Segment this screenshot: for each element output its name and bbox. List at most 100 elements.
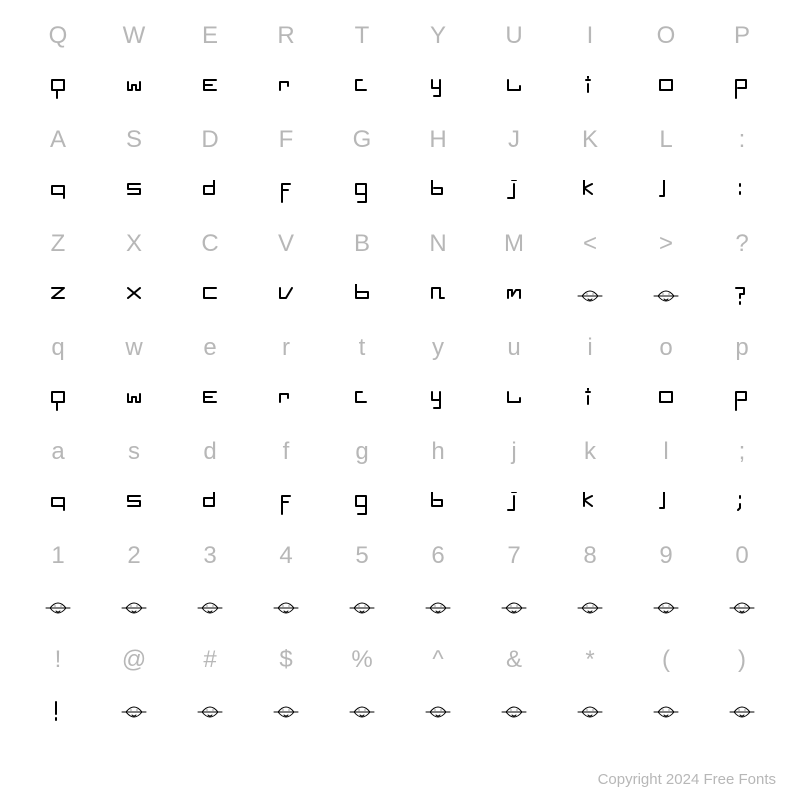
placeholder-face-glyph <box>172 686 248 738</box>
reference-char: f <box>248 426 324 478</box>
reference-char: L <box>628 114 704 166</box>
font-glyph <box>628 62 704 114</box>
placeholder-face-glyph <box>248 582 324 634</box>
reference-char: 7 <box>476 530 552 582</box>
font-glyph <box>704 270 780 322</box>
font-glyph <box>400 62 476 114</box>
placeholder-face-glyph <box>96 582 172 634</box>
font-glyph <box>324 166 400 218</box>
font-glyph <box>476 62 552 114</box>
placeholder-face-glyph <box>248 686 324 738</box>
reference-char: > <box>628 218 704 270</box>
reference-char: k <box>552 426 628 478</box>
reference-char: 5 <box>324 530 400 582</box>
reference-char: < <box>552 218 628 270</box>
reference-char: t <box>324 322 400 374</box>
font-glyph <box>20 374 96 426</box>
reference-char: q <box>20 322 96 374</box>
placeholder-face-glyph <box>324 686 400 738</box>
reference-char: B <box>324 218 400 270</box>
reference-char: V <box>248 218 324 270</box>
reference-char: l <box>628 426 704 478</box>
font-glyph <box>248 270 324 322</box>
font-glyph <box>400 374 476 426</box>
font-glyph <box>552 478 628 530</box>
font-glyph <box>248 374 324 426</box>
placeholder-face-glyph <box>324 582 400 634</box>
reference-char: u <box>476 322 552 374</box>
reference-char: s <box>96 426 172 478</box>
font-glyph <box>628 374 704 426</box>
reference-char: y <box>400 322 476 374</box>
font-glyph <box>476 166 552 218</box>
placeholder-face-glyph <box>704 686 780 738</box>
reference-char: o <box>628 322 704 374</box>
reference-char: w <box>96 322 172 374</box>
reference-char: Z <box>20 218 96 270</box>
font-glyph <box>704 478 780 530</box>
font-glyph <box>324 478 400 530</box>
reference-char: T <box>324 10 400 62</box>
placeholder-face-glyph <box>704 582 780 634</box>
reference-char: r <box>248 322 324 374</box>
reference-char: 6 <box>400 530 476 582</box>
reference-char: g <box>324 426 400 478</box>
reference-char: P <box>704 10 780 62</box>
placeholder-face-glyph <box>552 686 628 738</box>
font-glyph <box>324 374 400 426</box>
reference-char: H <box>400 114 476 166</box>
font-glyph <box>248 62 324 114</box>
placeholder-face-glyph <box>20 582 96 634</box>
reference-char: J <box>476 114 552 166</box>
reference-char: Q <box>20 10 96 62</box>
character-map-grid: QWERTYUIOPASDFGHJKL:ZXCVBNM<>?qwertyuiop… <box>0 0 800 738</box>
reference-char: K <box>552 114 628 166</box>
font-glyph <box>20 686 96 738</box>
reference-char: C <box>172 218 248 270</box>
reference-char: % <box>324 634 400 686</box>
reference-char: p <box>704 322 780 374</box>
font-glyph <box>552 374 628 426</box>
font-glyph <box>96 270 172 322</box>
reference-char: A <box>20 114 96 166</box>
reference-char: e <box>172 322 248 374</box>
font-glyph <box>324 62 400 114</box>
reference-char: 3 <box>172 530 248 582</box>
font-glyph <box>248 478 324 530</box>
font-glyph <box>96 478 172 530</box>
reference-char: * <box>552 634 628 686</box>
reference-char: ; <box>704 426 780 478</box>
font-glyph <box>172 270 248 322</box>
reference-char: X <box>96 218 172 270</box>
reference-char: D <box>172 114 248 166</box>
reference-char: 1 <box>20 530 96 582</box>
reference-char: E <box>172 10 248 62</box>
font-glyph <box>704 374 780 426</box>
reference-char: ! <box>20 634 96 686</box>
font-glyph <box>20 166 96 218</box>
font-glyph <box>172 62 248 114</box>
reference-char: N <box>400 218 476 270</box>
reference-char: O <box>628 10 704 62</box>
reference-char: 4 <box>248 530 324 582</box>
reference-char: I <box>552 10 628 62</box>
font-glyph <box>628 166 704 218</box>
reference-char: : <box>704 114 780 166</box>
reference-char: F <box>248 114 324 166</box>
font-glyph <box>172 478 248 530</box>
reference-char: W <box>96 10 172 62</box>
reference-char: ? <box>704 218 780 270</box>
reference-char: 8 <box>552 530 628 582</box>
placeholder-face-glyph <box>628 270 704 322</box>
font-glyph <box>704 166 780 218</box>
placeholder-face-glyph <box>400 582 476 634</box>
placeholder-face-glyph <box>476 686 552 738</box>
placeholder-face-glyph <box>628 582 704 634</box>
placeholder-face-glyph <box>476 582 552 634</box>
reference-char: 9 <box>628 530 704 582</box>
font-glyph <box>476 270 552 322</box>
reference-char: ( <box>628 634 704 686</box>
reference-char: $ <box>248 634 324 686</box>
reference-char: # <box>172 634 248 686</box>
font-glyph <box>20 62 96 114</box>
